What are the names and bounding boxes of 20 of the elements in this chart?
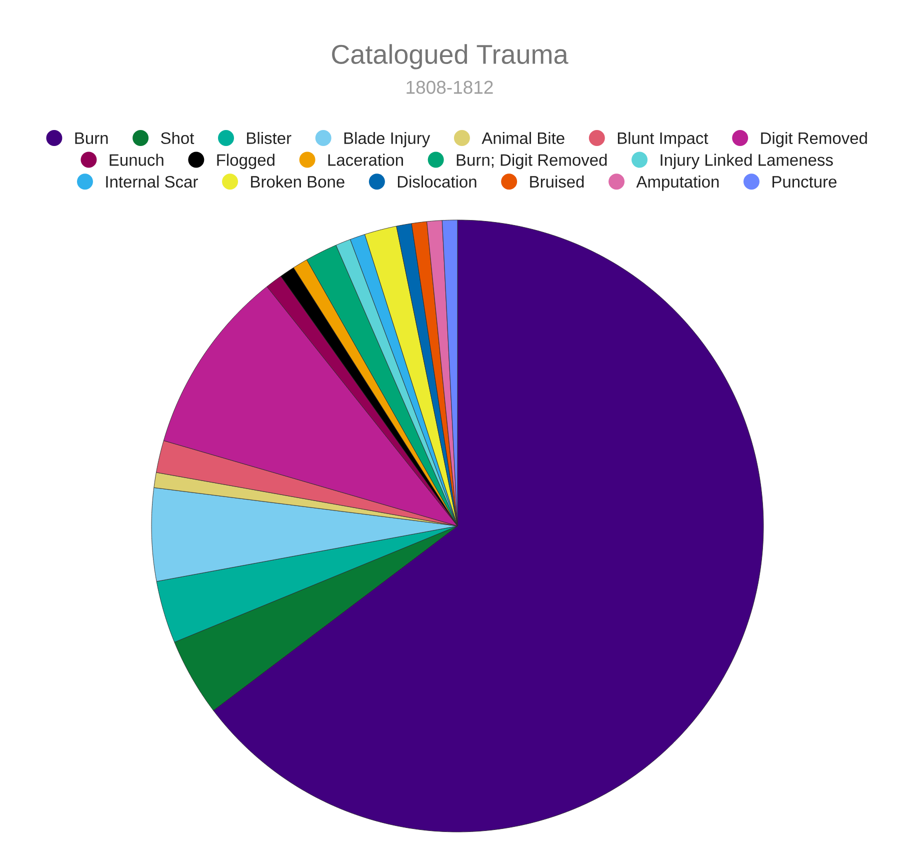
legend-label: Eunuch [110,154,164,166]
legend-label: Internal Scar [106,176,198,188]
legend-label: Amputation [636,176,719,191]
chart-subtitle: 1808-1812 [406,80,493,94]
legend-label: Dislocation [398,176,476,188]
chart-title: Catalogued Trauma [332,44,568,70]
legend-label: Bruised [530,176,584,188]
legend-label: Broken Bone [251,176,344,188]
legend-label: Burn; Digit Removed [456,154,607,170]
legend-label: Blade Injury [344,132,430,148]
legend-label: Digit Removed [761,132,867,148]
legend-label: Burn [75,132,108,144]
legend-label: Animal Bite [482,132,564,144]
legend-label: Flogged [217,154,274,170]
legend-label: Blister [247,132,292,144]
legend-label: Blunt Impact [618,132,708,148]
legend-label: Shot [161,132,194,144]
legend-label: Laceration [328,154,403,166]
legend-label: Puncture [772,176,836,188]
legend-label: Injury Linked Lameness [660,154,833,170]
